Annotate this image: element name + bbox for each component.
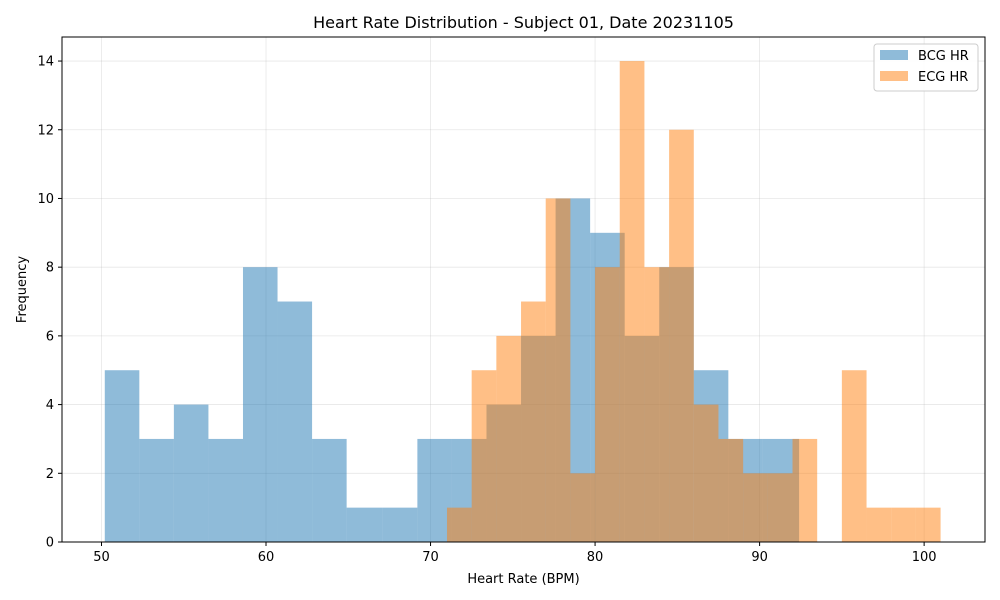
x-tick-label: 70	[422, 550, 439, 565]
histogram-bar	[792, 438, 818, 542]
histogram-bar	[866, 507, 892, 542]
histogram-bar	[669, 129, 694, 542]
legend-label-bcg: BCG HR	[918, 49, 969, 64]
histogram-bar	[545, 198, 571, 542]
y-tick-label: 4	[46, 398, 54, 413]
histogram-bars	[104, 61, 941, 543]
histogram-bar	[104, 370, 140, 542]
y-tick-label: 14	[37, 55, 54, 70]
histogram-bar	[446, 507, 472, 542]
y-axis-label: Frequency	[15, 256, 30, 323]
histogram-bar	[242, 267, 278, 542]
x-axis-ticks: 50 60 70 80 90 100	[93, 542, 937, 565]
histogram-bar	[743, 473, 768, 542]
x-tick-label: 100	[912, 550, 937, 565]
y-tick-label: 2	[46, 467, 54, 482]
legend-swatch-bcg	[880, 50, 908, 60]
x-tick-label: 50	[93, 550, 110, 565]
y-tick-label: 12	[37, 123, 54, 138]
histogram-bar	[891, 507, 916, 542]
histogram-bar	[382, 507, 418, 542]
plot-frame	[61, 36, 986, 543]
histogram-bar	[139, 438, 174, 542]
x-axis-label: Heart Rate (BPM)	[467, 572, 579, 587]
histogram-bar	[312, 438, 347, 542]
histogram-bar	[915, 507, 941, 542]
histogram-bar	[471, 370, 497, 542]
histogram-bar	[595, 267, 620, 542]
y-tick-label: 6	[46, 329, 54, 344]
legend-label-ecg: ECG HR	[918, 70, 968, 85]
histogram-bar	[208, 438, 243, 542]
histogram-bar	[521, 301, 546, 542]
legend-swatch-ecg	[880, 71, 908, 81]
y-tick-label: 10	[37, 192, 54, 207]
y-tick-label: 8	[46, 261, 54, 276]
histogram-bar	[570, 473, 596, 542]
histogram-bar	[277, 301, 313, 542]
series-ecg-hr	[446, 61, 941, 543]
x-tick-label: 60	[258, 550, 275, 565]
histogram-bar	[496, 335, 522, 542]
histogram-bar	[841, 370, 867, 542]
histogram-bar	[173, 404, 209, 542]
chart-title: Heart Rate Distribution - Subject 01, Da…	[313, 13, 734, 32]
histogram-bar	[644, 267, 670, 542]
y-tick-label: 0	[46, 536, 54, 551]
histogram-bar	[693, 404, 719, 542]
y-axis-ticks: 0 2 4 6 8 10 12 14	[37, 55, 62, 551]
histogram-bar	[718, 438, 744, 542]
histogram-bar	[619, 61, 645, 543]
legend: BCG HR ECG HR	[873, 43, 979, 92]
histogram-bar	[417, 438, 452, 542]
histogram-bar	[346, 507, 383, 542]
histogram-bar	[767, 473, 793, 542]
x-tick-label: 90	[751, 550, 768, 565]
x-tick-label: 80	[587, 550, 604, 565]
grid-lines	[62, 37, 985, 543]
